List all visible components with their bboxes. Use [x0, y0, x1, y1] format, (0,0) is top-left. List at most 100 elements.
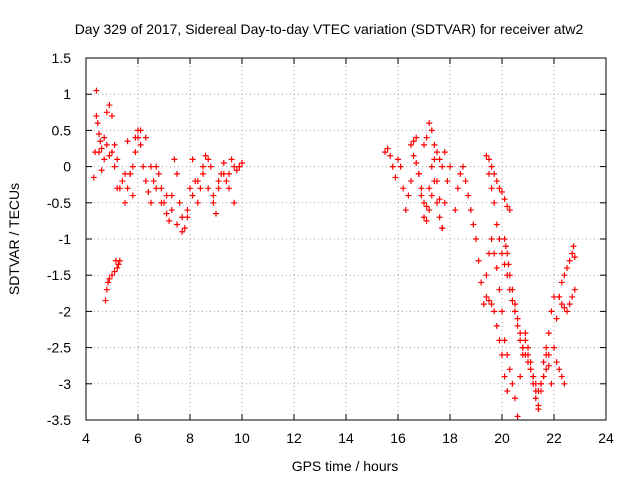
data-point [441, 149, 448, 156]
data-point [410, 152, 417, 159]
data-point [514, 322, 521, 329]
data-point [223, 178, 230, 185]
data-point [486, 297, 492, 304]
x-tick-label: 12 [286, 430, 302, 446]
data-point [499, 188, 505, 195]
data-point [389, 163, 396, 170]
data-point [194, 178, 201, 185]
data-point [483, 272, 490, 279]
data-point [418, 185, 425, 192]
y-tick-label: 1.5 [52, 50, 72, 66]
data-point [493, 221, 500, 228]
data-point [124, 185, 131, 192]
data-point [153, 185, 160, 192]
data-point [129, 163, 136, 170]
y-tick-label: -1.5 [47, 267, 71, 283]
data-point [184, 214, 191, 221]
data-point [410, 138, 417, 145]
data-point [428, 192, 435, 199]
data-point [171, 156, 178, 163]
y-tick-label: -2 [59, 303, 72, 319]
data-point [439, 225, 446, 232]
data-point [239, 159, 245, 166]
data-point [421, 141, 427, 148]
data-point [506, 207, 513, 214]
data-point [470, 221, 477, 228]
data-point [111, 268, 118, 275]
data-point [488, 185, 495, 192]
data-point [548, 380, 555, 387]
data-point [491, 250, 498, 257]
data-point [96, 149, 102, 156]
y-tick-label: -0.5 [47, 195, 71, 211]
data-point [163, 192, 170, 199]
data-point [436, 214, 443, 221]
data-point [98, 167, 105, 174]
data-point [496, 337, 503, 344]
data-point [387, 152, 394, 159]
data-point [486, 156, 492, 163]
data-point [236, 163, 243, 170]
data-point [106, 152, 113, 159]
y-tick-label: -1 [59, 231, 72, 247]
data-point [540, 373, 547, 380]
data-point [514, 315, 521, 322]
data-point [493, 322, 500, 329]
data-point [493, 178, 500, 185]
data-point [556, 293, 563, 300]
data-point [569, 250, 576, 257]
data-point [514, 413, 521, 420]
data-point [140, 163, 147, 170]
data-point [467, 207, 474, 214]
x-tick-label: 8 [186, 430, 194, 446]
data-point [423, 217, 430, 224]
data-point [543, 366, 550, 373]
data-point [114, 185, 121, 192]
x-tick-label: 4 [82, 430, 90, 446]
data-point [405, 192, 412, 199]
data-point [114, 156, 121, 163]
data-point [538, 388, 544, 395]
data-point [504, 388, 511, 395]
data-point [488, 301, 495, 308]
data-point [517, 330, 524, 337]
data-point [189, 156, 196, 163]
data-point [551, 344, 557, 351]
data-point [447, 163, 453, 170]
data-point [436, 156, 443, 163]
data-point [384, 145, 391, 152]
data-point [210, 192, 217, 199]
data-point [527, 366, 534, 373]
data-point [207, 163, 214, 170]
data-point [114, 264, 121, 271]
data-point [460, 163, 466, 170]
data-point [428, 127, 435, 134]
x-axis-label: GPS time / hours [292, 458, 399, 474]
data-point [564, 264, 570, 271]
data-point [517, 337, 524, 344]
data-points [90, 87, 578, 420]
data-point [124, 138, 131, 145]
data-point [200, 170, 206, 177]
data-point [153, 163, 160, 170]
x-tick-label: 22 [546, 430, 562, 446]
data-point [538, 380, 544, 387]
data-point [135, 134, 141, 141]
data-point [423, 203, 430, 210]
data-point [571, 286, 578, 293]
data-point [540, 359, 547, 366]
data-point [499, 250, 505, 257]
data-point [210, 199, 217, 206]
data-point [570, 243, 577, 250]
y-tick-label: -3.5 [47, 412, 71, 428]
data-point [181, 225, 188, 232]
data-point [457, 170, 464, 177]
data-point [535, 402, 542, 409]
data-point [132, 149, 139, 156]
data-point [122, 170, 128, 177]
data-point [496, 286, 503, 293]
data-point [189, 192, 196, 199]
data-point [215, 185, 222, 192]
